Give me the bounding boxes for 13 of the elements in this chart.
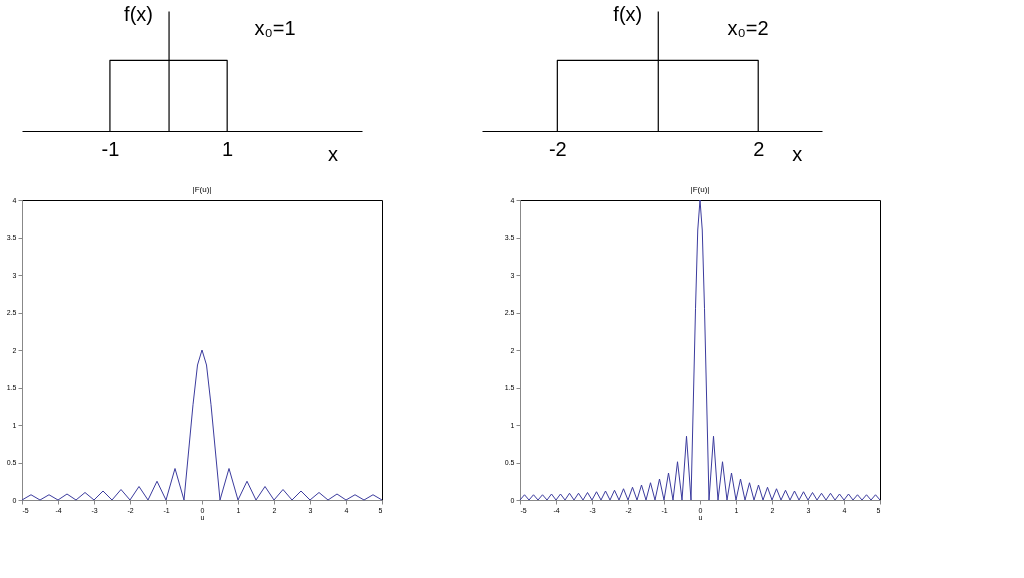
x-tick-label: -2 (548, 137, 567, 160)
x-axis-title: x (327, 143, 338, 165)
x-axis-title: x (792, 143, 803, 165)
x-tick-label: 2 (753, 137, 765, 160)
text: x₀=2 (727, 17, 769, 39)
y-axis-title: f(x) (124, 3, 153, 25)
chart-title: |F(u)| (690, 185, 710, 194)
x-tick-label: 1 (222, 137, 234, 160)
line-series (519, 199, 881, 501)
y-axis-title: f(x) (613, 3, 643, 25)
x-tick-label: -1 (101, 137, 120, 160)
chart-title: |F(u)| (192, 185, 212, 194)
text: x₀=1 (254, 17, 296, 39)
